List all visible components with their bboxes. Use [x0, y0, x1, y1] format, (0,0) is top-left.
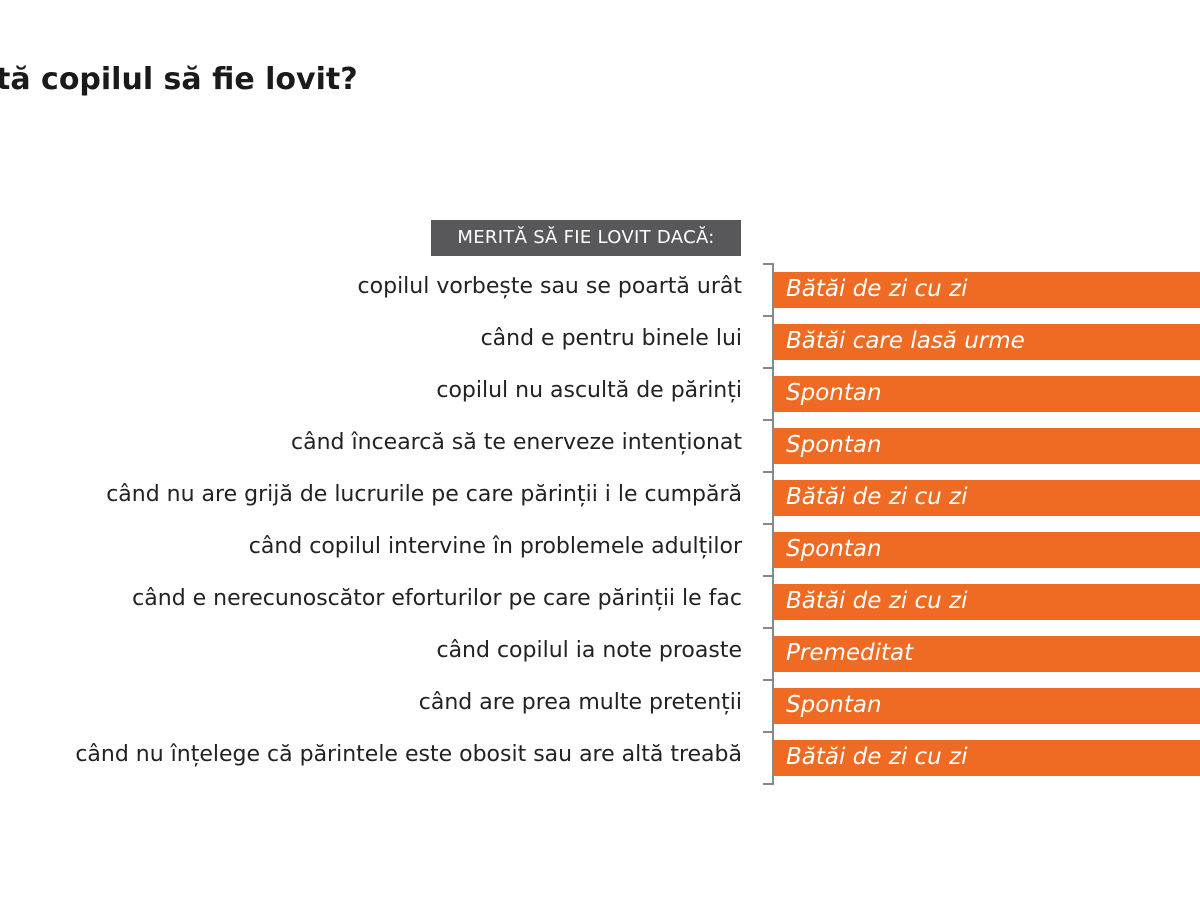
- category-bar: Bătăi de zi cu zi: [774, 584, 1200, 620]
- table-row: când are prea multe pretenții Spontan: [0, 682, 1200, 734]
- category-bar: Bătăi de zi cu zi: [774, 272, 1200, 308]
- category-bar: Spontan: [774, 688, 1200, 724]
- row-reason-label: când e pentru binele lui: [480, 326, 742, 351]
- bracket-tick: [763, 523, 773, 525]
- row-reason-label: copilul vorbește sau se poartă urât: [357, 274, 742, 299]
- category-bar: Bătăi care lasă urme: [774, 324, 1200, 360]
- category-label: Bătăi de zi cu zi: [786, 484, 968, 510]
- category-label: Bătăi de zi cu zi: [786, 276, 968, 302]
- category-bar: Bătăi de zi cu zi: [774, 480, 1200, 516]
- bracket-tick: [763, 471, 773, 473]
- bracket-line: [772, 263, 774, 785]
- table-row: când nu înțelege că părintele este obosi…: [0, 734, 1200, 786]
- bracket-tick: [763, 627, 773, 629]
- bracket-tick: [763, 679, 773, 681]
- table-row: când încearcă să te enerveze intenționat…: [0, 422, 1200, 474]
- bracket-tick: [763, 731, 773, 733]
- category-label: Premeditat: [786, 640, 914, 666]
- column-header-label: MERITĂ SĂ FIE LOVIT DACĂ:: [431, 220, 741, 256]
- category-label: Spontan: [786, 536, 882, 562]
- category-label: Bătăi de zi cu zi: [786, 744, 968, 770]
- table-row: când e nerecunoscător eforturilor pe car…: [0, 578, 1200, 630]
- row-reason-label: când încearcă să te enerveze intenționat: [291, 430, 742, 455]
- category-label: Spontan: [786, 692, 882, 718]
- bracket-tick: [763, 575, 773, 577]
- table-row: când e pentru binele lui Bătăi care lasă …: [0, 318, 1200, 370]
- bracket-tick: [763, 263, 773, 265]
- bracket-tick: [763, 315, 773, 317]
- chart-rows: copilul vorbește sau se poartă urât Bătăi…: [0, 266, 1200, 786]
- category-label: Bătăi de zi cu zi: [786, 588, 968, 614]
- category-bar: Spontan: [774, 428, 1200, 464]
- row-reason-label: copilul nu ascultă de părinți: [436, 378, 742, 403]
- table-row: când copilul intervine în problemele adu…: [0, 526, 1200, 578]
- row-reason-label: când copilul intervine în problemele adu…: [248, 534, 742, 559]
- category-label: Spontan: [786, 432, 882, 458]
- table-row: copilul nu ascultă de părinți Spontan: [0, 370, 1200, 422]
- category-bar: Bătăi de zi cu zi: [774, 740, 1200, 776]
- table-row: copilul vorbește sau se poartă urât Bătăi…: [0, 266, 1200, 318]
- category-bar: Spontan: [774, 532, 1200, 568]
- bracket-tick: [763, 367, 773, 369]
- table-row: când nu are grijă de lucrurile pe care p…: [0, 474, 1200, 526]
- row-reason-label: când are prea multe pretenții: [418, 690, 742, 715]
- row-reason-label: când e nerecunoscător eforturilor pe car…: [132, 586, 742, 611]
- bracket-tick: [763, 783, 773, 785]
- row-reason-label: când copilul ia note proaste: [436, 638, 742, 663]
- category-bar: Premeditat: [774, 636, 1200, 672]
- row-reason-label: când nu înțelege că părintele este obosi…: [75, 742, 742, 767]
- page-title: tă copilul să fie lovit?: [0, 62, 358, 97]
- category-label: Bătăi care lasă urme: [786, 328, 1025, 354]
- bracket-tick: [763, 419, 773, 421]
- category-label: Spontan: [786, 380, 882, 406]
- category-bar: Spontan: [774, 376, 1200, 412]
- row-reason-label: când nu are grijă de lucrurile pe care p…: [106, 482, 742, 507]
- table-row: când copilul ia note proaste Premeditat: [0, 630, 1200, 682]
